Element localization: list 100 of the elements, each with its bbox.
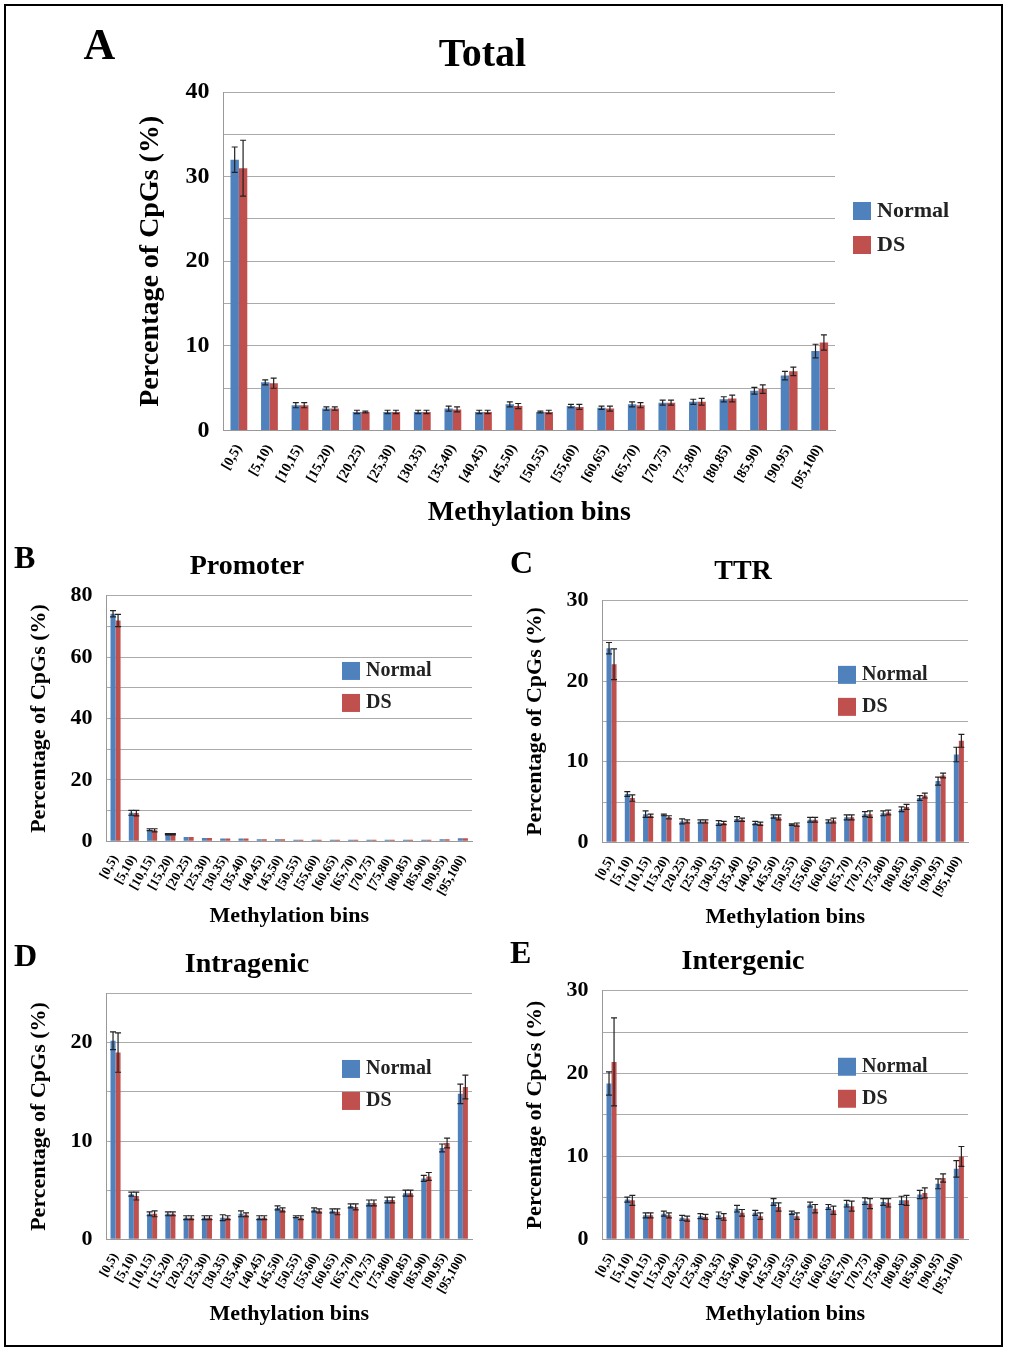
bar [629, 798, 635, 842]
legend-label: DS [862, 1085, 888, 1108]
bar [629, 1200, 635, 1239]
y-axis-title: Percentage of CpGs (%) [24, 604, 50, 833]
bar [334, 1211, 340, 1239]
bar [867, 1203, 873, 1239]
y-tick-label: 10 [566, 747, 589, 773]
bar [648, 815, 654, 842]
bar [220, 838, 226, 841]
bar [238, 168, 248, 431]
bar [366, 1202, 372, 1239]
chart-title: Intragenic [184, 947, 310, 979]
bar [147, 1213, 153, 1239]
y-tick-label: 40 [185, 77, 210, 104]
bar [922, 795, 928, 842]
bar [752, 823, 758, 842]
bar [128, 1194, 134, 1239]
bar [636, 405, 645, 431]
bar [462, 838, 468, 841]
bar [597, 407, 606, 431]
text: B [14, 539, 36, 576]
y-axis-title: Percentage of CpGs (%) [133, 115, 165, 407]
y-tick-label: 10 [70, 1126, 93, 1152]
bar [408, 1193, 414, 1239]
bar [904, 1200, 910, 1239]
bar [885, 812, 891, 842]
bar [256, 1217, 262, 1239]
bar [152, 1213, 158, 1239]
y-tick-label: 20 [566, 666, 589, 692]
bar [794, 1216, 800, 1239]
y-tick-label: 0 [81, 1225, 93, 1251]
bar [643, 1215, 649, 1239]
bar [898, 1200, 905, 1239]
bar [220, 1217, 226, 1239]
bar [188, 837, 194, 841]
bar [110, 1040, 116, 1239]
bar [880, 1202, 886, 1239]
bar [758, 389, 767, 431]
bar [697, 401, 706, 431]
legend-label: Normal [877, 196, 950, 222]
bar [348, 1205, 354, 1239]
bar [757, 823, 763, 842]
y-tick-label: 30 [185, 161, 210, 188]
bar [300, 405, 309, 431]
text: A [83, 20, 116, 70]
bar [261, 382, 270, 431]
y-tick-label: 20 [70, 1028, 93, 1054]
bar [170, 1213, 176, 1239]
y-tick-label: 30 [566, 976, 589, 1002]
bar [917, 1194, 923, 1239]
y-tick-label: 20 [566, 1059, 589, 1085]
bar [311, 1209, 317, 1239]
bar [752, 1212, 758, 1239]
chart-title: Intergenic [681, 944, 805, 976]
y-tick-label: 10 [566, 1142, 589, 1168]
bar [917, 798, 923, 842]
bar [940, 1177, 946, 1239]
bar [898, 809, 905, 842]
bar [697, 1216, 703, 1239]
legend-label: DS [366, 1088, 392, 1111]
bar [807, 1204, 813, 1239]
bar [885, 1202, 891, 1239]
bar [206, 837, 212, 841]
bar [475, 411, 484, 431]
bar [421, 1178, 427, 1239]
bar [115, 1052, 121, 1239]
chart-title: TTR [714, 554, 773, 586]
legend-label: Normal [862, 1053, 928, 1076]
bar [361, 411, 370, 431]
bar [243, 838, 249, 841]
bar [789, 371, 798, 431]
bar [275, 1207, 281, 1239]
bar [862, 1201, 868, 1239]
bar [679, 821, 685, 842]
bar [867, 814, 873, 842]
y-tick-label: 0 [577, 828, 589, 854]
bar [935, 1183, 941, 1239]
bar [771, 1202, 777, 1239]
bar [757, 1216, 763, 1239]
bar [776, 1207, 782, 1239]
x-axis-title: Methylation bins [705, 1300, 866, 1326]
bar [110, 613, 116, 841]
bar [844, 1203, 850, 1239]
bar [505, 404, 515, 431]
bar [689, 401, 698, 431]
bar [238, 1213, 244, 1239]
legend-label: Normal [366, 658, 432, 681]
bar [624, 1199, 630, 1239]
bar [830, 1210, 836, 1239]
legend-label: Normal [862, 662, 928, 685]
bar [133, 813, 139, 841]
bar [661, 814, 667, 842]
x-axis-title: Methylation bins [209, 902, 370, 928]
bar [457, 1093, 463, 1239]
chart-title: Total [438, 30, 527, 76]
bar [238, 838, 244, 841]
bar [316, 1210, 322, 1239]
bar [536, 411, 545, 431]
bar [269, 383, 278, 431]
bar [780, 375, 790, 431]
